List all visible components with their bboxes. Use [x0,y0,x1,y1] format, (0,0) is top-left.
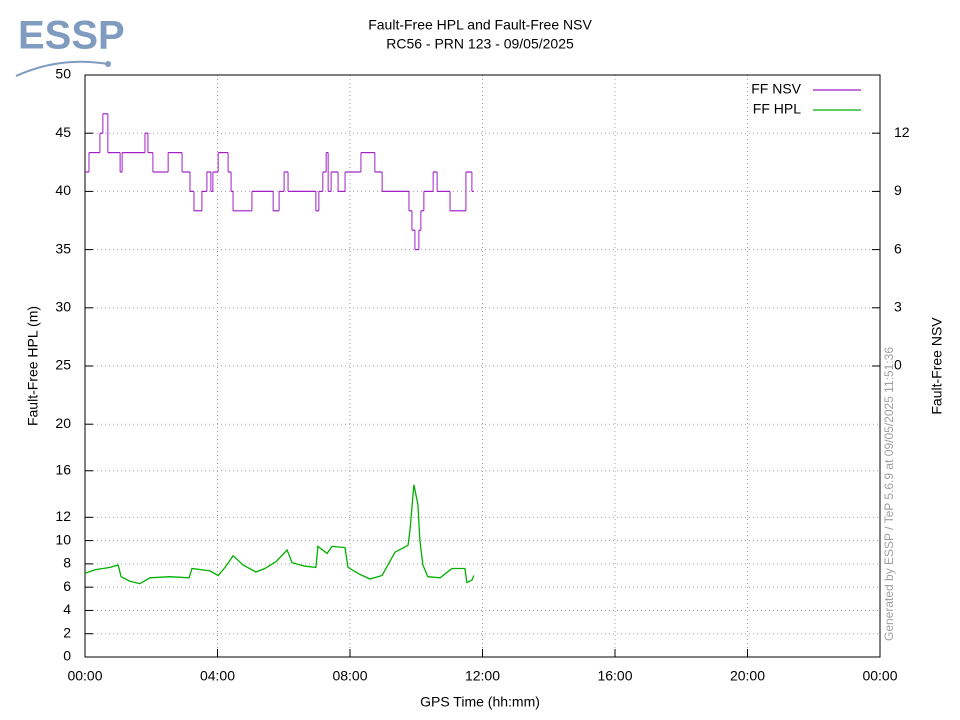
series-line [84,484,475,585]
x-tick-label: 12:00 [465,668,500,684]
x-tick-label: 04:00 [200,668,235,684]
y2-tick-label: 3 [894,299,902,315]
y-tick-label: 12 [55,508,71,524]
legend-label: FF HPL [753,101,801,117]
y-tick-label: 35 [55,240,71,256]
y-tick-label: 4 [63,601,71,617]
y-tick-label: 16 [55,461,71,477]
y-tick-label: 30 [55,299,71,315]
y2-tick-label: 6 [894,240,902,256]
y-axis-label: Fault-Free HPL (m) [25,306,41,426]
x-tick-label: 00:00 [862,668,897,684]
y-tick-label: 2 [63,624,71,640]
y2-tick-label: 12 [894,124,910,140]
y-tick-label: 8 [63,555,71,571]
y2-axis-label: Fault-Free NSV [929,317,945,415]
plot-frame [84,74,881,658]
y-tick-label: 6 [63,578,71,594]
y-tick-label: 25 [55,357,71,373]
logo-dot [105,61,111,67]
x-tick-label: 00:00 [67,668,102,684]
y-tick-label: 10 [55,531,71,547]
y-tick-label: 0 [63,648,71,664]
y-tick-label: 50 [55,66,71,82]
chart-subtitle: RC56 - PRN 123 - 09/05/2025 [386,36,574,52]
x-tick-label: 08:00 [332,668,367,684]
x-axis-label: GPS Time (hh:mm) [420,694,540,710]
legend-label: FF NSV [751,81,801,97]
footnote: Generated by ESSP / TeP 5.6.9 at 09/05/2… [882,347,896,641]
y2-tick-label: 0 [894,357,902,373]
logo-swoosh [15,60,109,77]
x-tick-label: 20:00 [730,668,765,684]
chart-title: Fault-Free HPL and Fault-Free NSV [368,17,592,33]
x-tick-label: 16:00 [597,668,632,684]
y-tick-label: 45 [55,124,71,140]
y2-tick-label: 9 [894,182,902,198]
y-tick-label: 20 [55,415,71,431]
logo: ESSP [18,14,125,58]
y-tick-label: 40 [55,182,71,198]
